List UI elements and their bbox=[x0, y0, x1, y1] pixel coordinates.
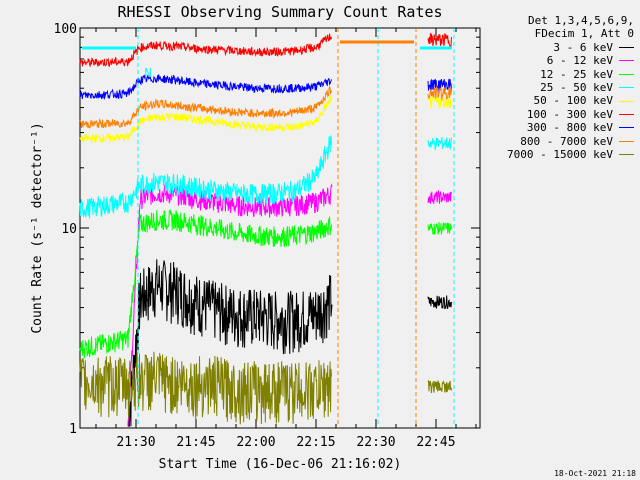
legend-swatch bbox=[619, 47, 634, 49]
legend-swatch bbox=[619, 100, 634, 102]
legend-entry: 3 - 6 keV bbox=[507, 41, 634, 54]
legend-entry: 25 - 50 keV bbox=[507, 81, 634, 94]
legend-swatch bbox=[619, 87, 634, 89]
y-axis-label: Count Rate (s⁻¹ detector⁻¹) bbox=[30, 122, 45, 333]
y-tick-label: 1 bbox=[69, 422, 77, 437]
series-line bbox=[79, 135, 332, 219]
series-line-late bbox=[427, 94, 452, 110]
x-tick-label: 22:00 bbox=[236, 435, 275, 450]
legend-label: 3 - 6 keV bbox=[553, 40, 613, 54]
series-line-late bbox=[427, 221, 452, 235]
series-line bbox=[79, 208, 332, 359]
legend-header-line-1: Det 1,3,4,5,6,9, bbox=[528, 14, 634, 27]
series-line bbox=[79, 74, 332, 100]
series-line bbox=[79, 33, 332, 68]
legend-entry: 100 - 300 keV bbox=[507, 108, 634, 121]
series-line bbox=[127, 183, 333, 427]
x-tick-label: 22:30 bbox=[356, 435, 395, 450]
legend-swatch bbox=[619, 154, 634, 156]
legend-swatch bbox=[619, 140, 634, 142]
annotation-n: N bbox=[144, 66, 151, 80]
series-line-late bbox=[427, 86, 452, 102]
legend-label: 100 - 300 keV bbox=[526, 107, 613, 121]
series-line-late bbox=[427, 379, 452, 394]
legend-swatch bbox=[619, 114, 634, 116]
legend-header-line-2: FDecim 1, Att 0 bbox=[534, 27, 634, 41]
legend-swatch bbox=[619, 127, 634, 129]
legend-label: 300 - 800 keV bbox=[526, 121, 613, 135]
legend-label: 50 - 100 keV bbox=[533, 94, 613, 108]
legend: Det 1,3,4,5,6,9, FDecim 1, Att 0 3 - 6 k… bbox=[507, 14, 634, 161]
legend-label: 800 - 7000 keV bbox=[520, 134, 613, 148]
legend-entry: 6 - 12 keV bbox=[507, 54, 634, 67]
timestamp: 18-Oct-2021 21:18 bbox=[554, 469, 636, 478]
legend-label: 25 - 50 keV bbox=[540, 81, 613, 95]
series-line-late bbox=[427, 78, 452, 94]
legend-entry: 7000 - 15000 keV bbox=[507, 148, 634, 161]
x-tick-label: 22:45 bbox=[416, 435, 455, 450]
y-tick-label: 100 bbox=[54, 22, 77, 37]
series-line bbox=[79, 94, 332, 144]
series-line bbox=[79, 351, 332, 425]
legend-entry: 50 - 100 keV bbox=[507, 94, 634, 107]
x-tick-label: 21:45 bbox=[176, 435, 215, 450]
legend-entry: 12 - 25 keV bbox=[507, 68, 634, 81]
y-tick-label: 10 bbox=[61, 222, 77, 237]
legend-entry: 800 - 7000 keV bbox=[507, 135, 634, 148]
chart-title: RHESSI Observing Summary Count Rates bbox=[117, 3, 442, 21]
x-tick-label: 21:30 bbox=[116, 435, 155, 450]
series-line bbox=[79, 85, 332, 129]
x-tick-label: 22:15 bbox=[296, 435, 335, 450]
series-line-late bbox=[427, 295, 452, 310]
series-line bbox=[127, 259, 333, 427]
legend-label: 12 - 25 keV bbox=[540, 67, 613, 81]
legend-label: 7000 - 15000 keV bbox=[507, 148, 613, 162]
plot-area: 1 10 100 21:30 21:45 22:00 22:15 22:30 22:45 N bbox=[54, 22, 481, 450]
legend-label: 6 - 12 keV bbox=[546, 54, 613, 68]
x-axis-label: Start Time (16-Dec-06 21:16:02) bbox=[159, 457, 402, 472]
legend-swatch bbox=[619, 60, 634, 62]
legend-swatch bbox=[619, 73, 634, 75]
series-line-late bbox=[427, 189, 452, 205]
legend-entry: 300 - 800 keV bbox=[507, 121, 634, 134]
series-line-late bbox=[427, 137, 452, 151]
series-line-late bbox=[427, 33, 452, 48]
